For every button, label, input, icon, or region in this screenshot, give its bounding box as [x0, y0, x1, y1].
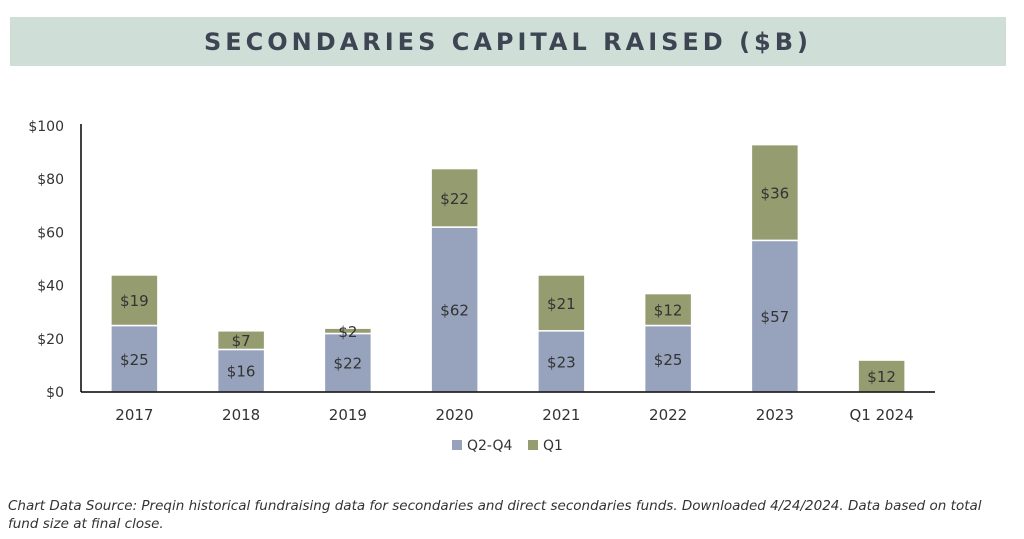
bar-q2-q4: [643, 324, 693, 393]
x-tick-label: 2019: [329, 406, 367, 424]
bar-q1: [857, 359, 906, 393]
data-label: $36: [761, 185, 790, 203]
data-label: $16: [227, 363, 256, 381]
x-tick-label: 2017: [115, 406, 153, 424]
y-tick-label: $100: [28, 119, 64, 135]
y-tick-label: $80: [37, 172, 64, 188]
data-label: $19: [120, 292, 149, 310]
x-tick-label: Q1 2024: [849, 406, 913, 424]
data-label: $25: [654, 351, 683, 369]
bar-q2-q4: [750, 239, 800, 393]
x-tick-label: 2022: [649, 406, 687, 424]
bar-q2-q4: [430, 226, 479, 393]
x-tick-label: 2021: [542, 406, 580, 424]
bar-q1: [750, 143, 800, 242]
data-label: $21: [547, 295, 576, 313]
x-tick-label: 2020: [436, 406, 474, 424]
bar-q1: [643, 292, 693, 327]
x-tick-label: 2023: [756, 406, 794, 424]
data-label: $2: [338, 323, 357, 341]
chart-title-banner: SECONDARIES CAPITAL RAISED ($B): [10, 17, 1006, 66]
data-label: $22: [440, 190, 469, 208]
bar-q2-q4: [216, 348, 266, 393]
legend-swatch-q2-q4: [452, 440, 462, 450]
bar-q1: [323, 327, 373, 335]
y-tick-label: $60: [37, 225, 64, 241]
data-label: $7: [232, 332, 251, 350]
bar-q1: [216, 330, 266, 351]
bar-q1: [110, 274, 159, 327]
data-label: $25: [120, 351, 149, 369]
data-label: $12: [867, 368, 896, 386]
y-tick-label: $0: [46, 385, 64, 401]
y-tick-label: $40: [37, 279, 64, 295]
bar-q1: [537, 274, 586, 332]
data-label: $62: [440, 302, 469, 320]
stacked-bar-chart: $0$20$40$60$80$100$25$192017$16$72018$22…: [28, 119, 935, 454]
legend-swatch-q1: [528, 440, 538, 450]
data-label: $12: [654, 302, 683, 320]
x-tick-label: 2018: [222, 406, 260, 424]
y-tick-label: $20: [37, 332, 64, 348]
legend-label-q2-q4: Q2-Q4: [467, 438, 513, 454]
legend-label-q1: Q1: [543, 438, 563, 454]
source-note: Chart Data Source: Preqin historical fun…: [8, 498, 982, 532]
data-label: $23: [547, 353, 576, 371]
data-label: $22: [334, 355, 363, 373]
data-label: $57: [761, 308, 790, 326]
chart-title: SECONDARIES CAPITAL RAISED ($B): [203, 27, 813, 56]
bar-q1: [430, 167, 479, 228]
